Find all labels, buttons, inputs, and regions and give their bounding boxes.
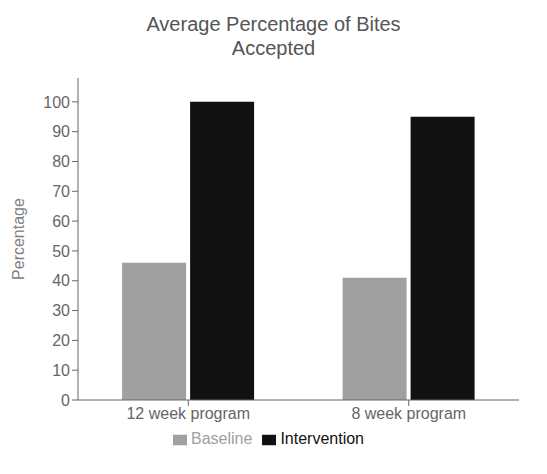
svg-text:12 week program: 12 week program [126, 405, 250, 422]
svg-text:60: 60 [52, 213, 70, 230]
svg-text:30: 30 [52, 302, 70, 319]
svg-text:70: 70 [52, 183, 70, 200]
svg-text:0: 0 [61, 392, 70, 409]
svg-text:20: 20 [52, 332, 70, 349]
svg-text:90: 90 [52, 123, 70, 140]
svg-text:40: 40 [52, 272, 70, 289]
svg-text:50: 50 [52, 243, 70, 260]
html-text:Average Percentage of Bites: Average Percentage of Bites [146, 13, 401, 35]
svg-text:10: 10 [52, 362, 70, 379]
html-text:Intervention: Intervention [280, 430, 364, 447]
svg-text:Percentage: Percentage [10, 198, 27, 280]
svg-text:80: 80 [52, 153, 70, 170]
html-text:Accepted: Accepted [231, 37, 316, 59]
svg-text:100: 100 [43, 94, 70, 111]
html-text:Baseline: Baseline [191, 430, 253, 447]
svg-text:8 week program: 8 week program [351, 405, 466, 422]
